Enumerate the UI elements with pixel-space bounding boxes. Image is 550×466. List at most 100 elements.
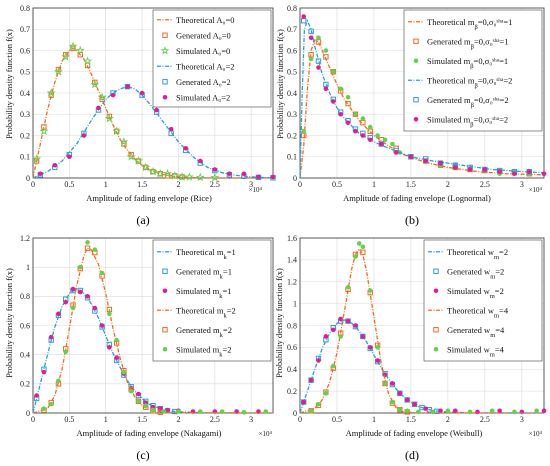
data-point xyxy=(353,128,358,134)
y-tick-label: 1.2 xyxy=(287,278,297,287)
plot-area-a: 0 0.5 1 1.5 2 2.5 3 0 0.1 0.2 0.3 0.4 0.5 0.6 0.7 0.8 Th… xyxy=(20,4,276,189)
data-point xyxy=(48,401,54,407)
data-point xyxy=(90,79,100,89)
y-tick-label: 0.2 xyxy=(20,131,30,140)
x-tick-label: 1 xyxy=(372,415,376,424)
data-point xyxy=(34,393,39,398)
data-point xyxy=(316,35,321,41)
x-axis-label-a: Amplitude of fading envelope (Rice) xyxy=(86,193,212,203)
data-point xyxy=(52,162,58,168)
data-point xyxy=(360,244,366,250)
x-axis-label-d: Amplitude of fading envelope (Weibull) xyxy=(346,428,483,438)
data-point xyxy=(338,111,343,117)
data-point xyxy=(84,62,91,69)
y-tick-label: 1 xyxy=(26,263,30,272)
data-point xyxy=(353,323,358,328)
data-point xyxy=(323,391,329,396)
y-tick-label: 0.8 xyxy=(20,292,30,301)
plot-area-c: 0 0.5 1 1.5 2 2.5 3 0 0.2 0.4 0.6 0.8 1 1.2 Theoretica… xyxy=(20,234,274,424)
x-tick-label: 1.5 xyxy=(406,180,416,189)
legend-entry: Simulated wm=4 xyxy=(447,344,505,358)
y-tick-label: 0.4 xyxy=(20,89,30,98)
data-point xyxy=(155,169,165,178)
data-point xyxy=(423,406,428,411)
data-point xyxy=(308,408,314,414)
data-point xyxy=(85,240,90,245)
data-point xyxy=(512,409,517,415)
legend-entry: Generated mβ=0,σ₀ˢʰᵃ=1 xyxy=(427,36,509,50)
data-point xyxy=(390,399,395,405)
x-tick-label: 2.5 xyxy=(480,180,490,189)
legend-marker-swatch xyxy=(162,288,168,294)
x-tick-label: 0.5 xyxy=(64,415,74,424)
caption-c: (c) xyxy=(136,448,149,462)
data-point xyxy=(150,407,156,413)
x-tick-label: 3 xyxy=(520,180,524,189)
y-tick-label: 0 xyxy=(26,174,30,183)
legend-marker-swatch xyxy=(413,116,419,122)
data-point xyxy=(360,116,366,121)
data-point xyxy=(41,369,47,375)
data-point xyxy=(61,52,71,61)
data-point xyxy=(99,270,105,276)
data-point xyxy=(184,172,194,181)
legend-entry: Theoretical mβ=0,σ₀ˢʰᵃ=2 xyxy=(427,75,512,89)
data-point xyxy=(360,133,366,138)
data-point xyxy=(32,154,42,163)
legend-marker-swatch xyxy=(413,97,419,103)
data-point xyxy=(345,100,351,107)
data-point xyxy=(301,128,306,134)
data-point xyxy=(81,133,87,138)
y-tick-label: 0.8 xyxy=(287,4,297,13)
data-point xyxy=(170,171,180,180)
data-point xyxy=(308,56,314,62)
legend-entry: Simulated mk=1 xyxy=(176,286,232,300)
series-line xyxy=(299,38,545,179)
data-point xyxy=(375,133,380,138)
data-point xyxy=(107,311,112,317)
data-point xyxy=(39,126,49,136)
legend-marker-swatch xyxy=(433,327,439,333)
data-point xyxy=(438,160,443,166)
legend-entry: Theoretical wm=2 xyxy=(447,247,508,261)
data-point xyxy=(526,169,532,174)
data-point xyxy=(382,381,388,386)
data-point xyxy=(416,409,421,415)
data-point xyxy=(107,345,112,350)
legend-box xyxy=(152,239,272,362)
panel-b: 0 0.5 1 1.5 2 2.5 3 0 0.1 0.2 0.3 0.4 0.5 0.6 0.7 0.8 Th… xyxy=(275,4,547,227)
y-tick-label: 0.3 xyxy=(20,110,30,119)
data-point xyxy=(70,305,76,311)
data-point xyxy=(397,407,403,413)
data-point xyxy=(126,151,136,161)
data-point xyxy=(114,337,119,343)
data-point xyxy=(338,86,343,92)
series-line xyxy=(299,319,545,414)
data-point xyxy=(63,299,69,305)
data-point xyxy=(110,92,116,98)
data-point xyxy=(210,172,220,182)
y-tick-label: 0.7 xyxy=(287,25,297,34)
data-point xyxy=(360,334,366,339)
plot-area-b: 0 0.5 1 1.5 2 2.5 3 0 0.1 0.2 0.3 0.4 0.5 0.6 0.7 0.8 Th… xyxy=(287,4,547,189)
data-point xyxy=(412,401,417,407)
data-point xyxy=(63,349,69,355)
data-point xyxy=(53,67,63,76)
data-point xyxy=(345,120,351,126)
data-point xyxy=(163,169,173,178)
legend-marker-swatch xyxy=(162,268,168,274)
data-point xyxy=(83,56,93,66)
data-point xyxy=(241,409,247,415)
data-point xyxy=(390,141,395,147)
legend-marker-swatch xyxy=(162,327,168,333)
data-point xyxy=(197,409,203,414)
x-tick-label: 1.5 xyxy=(137,180,147,189)
data-point xyxy=(375,345,380,350)
x-tick-label: 2 xyxy=(446,180,450,189)
legend-box xyxy=(403,9,543,132)
data-point xyxy=(112,126,122,136)
x-multiplier-b: ×10⁴ xyxy=(529,186,543,194)
y-tick-label: 0.7 xyxy=(20,25,30,34)
y-tick-label: 0 xyxy=(293,174,297,183)
x-axis-label-c: Amplitude of fading envelope (Nakagami) xyxy=(77,428,222,438)
